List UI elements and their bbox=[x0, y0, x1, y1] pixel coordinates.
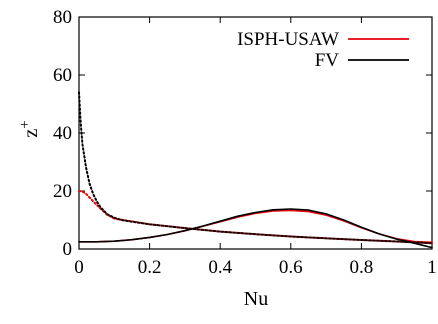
legend-label: FV bbox=[315, 50, 340, 71]
x-tick-label: 0.8 bbox=[350, 257, 374, 278]
y-axis-label: z+ bbox=[17, 120, 42, 137]
y-tick-label: 20 bbox=[53, 181, 72, 202]
series-isph-usaw-dotted-line bbox=[78, 190, 433, 245]
series-fv-dotted-line bbox=[78, 91, 433, 245]
y-axis-label-superscript: + bbox=[17, 120, 33, 128]
y-tick-label: 0 bbox=[63, 239, 73, 260]
series-fv-solid-line bbox=[78, 208, 433, 249]
x-axis-label: Nu bbox=[244, 288, 268, 310]
y-tick-label: 60 bbox=[53, 65, 72, 86]
legend-label: ISPH-USAW bbox=[237, 29, 339, 50]
x-tick-label: 0.2 bbox=[138, 257, 162, 278]
svg-text:z+: z+ bbox=[17, 120, 42, 137]
plot-frame bbox=[78, 16, 433, 250]
y-tick-label: 80 bbox=[53, 7, 72, 28]
x-tick-label: 0.6 bbox=[279, 257, 303, 278]
x-tick-label: 1 bbox=[427, 257, 437, 278]
x-tick-label: 0.4 bbox=[208, 257, 232, 278]
y-tick-label: 40 bbox=[53, 123, 72, 144]
x-tick-label: 0 bbox=[74, 257, 84, 278]
y-axis-label-main: z bbox=[20, 129, 42, 138]
series-isph-usaw-solid-line bbox=[78, 209, 433, 244]
